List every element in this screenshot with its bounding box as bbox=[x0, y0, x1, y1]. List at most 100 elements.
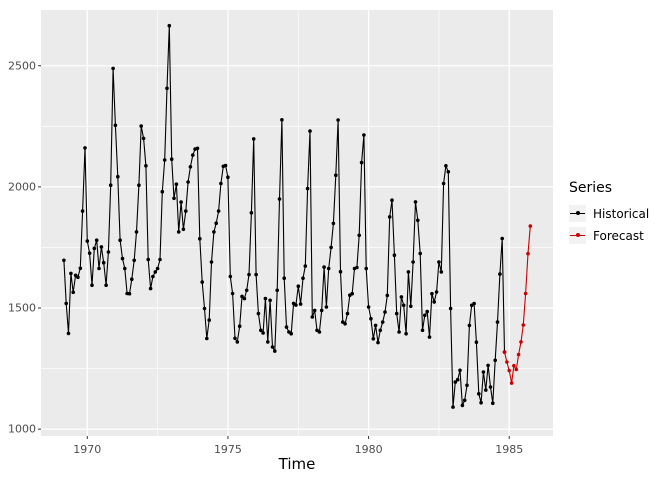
data-point-forecast bbox=[509, 381, 514, 385]
data-point-historical bbox=[392, 253, 397, 257]
data-point-historical bbox=[261, 331, 265, 335]
data-point-historical bbox=[432, 300, 437, 304]
data-point-historical bbox=[263, 296, 268, 301]
data-point-historical bbox=[411, 260, 415, 264]
data-point-historical bbox=[120, 256, 125, 261]
data-point-forecast bbox=[514, 367, 519, 372]
data-point-historical bbox=[427, 335, 432, 339]
data-point-historical bbox=[101, 260, 106, 265]
data-point-historical bbox=[289, 331, 294, 336]
data-point-forecast bbox=[505, 360, 509, 364]
data-point-historical bbox=[167, 23, 172, 28]
data-point-historical bbox=[303, 264, 308, 268]
data-point-historical bbox=[216, 209, 221, 213]
data-point-forecast bbox=[507, 368, 512, 373]
data-point-historical bbox=[141, 136, 146, 141]
data-point-historical bbox=[230, 291, 235, 296]
data-point-historical bbox=[486, 363, 490, 368]
legend-item-forecast: Forecast bbox=[569, 227, 669, 244]
data-point-historical bbox=[401, 303, 406, 308]
data-point-historical bbox=[430, 291, 434, 296]
data-point-historical bbox=[266, 340, 270, 344]
data-point-historical bbox=[362, 133, 366, 137]
data-point-historical bbox=[465, 383, 469, 388]
data-point-historical bbox=[69, 271, 73, 276]
data-point-historical bbox=[226, 175, 230, 179]
legend-item-historical: Historical bbox=[569, 205, 669, 222]
data-point-historical bbox=[488, 385, 493, 389]
data-point-historical bbox=[256, 311, 261, 316]
data-point-historical bbox=[85, 239, 90, 243]
data-point-historical bbox=[155, 266, 160, 271]
data-point-historical bbox=[336, 118, 340, 122]
data-point-historical bbox=[343, 322, 347, 326]
data-point-historical bbox=[235, 340, 240, 344]
data-point-historical bbox=[418, 251, 423, 256]
data-point-historical bbox=[223, 163, 228, 168]
data-point-historical bbox=[296, 284, 301, 289]
data-point-historical bbox=[169, 157, 174, 161]
data-point-historical bbox=[326, 266, 331, 271]
data-point-historical bbox=[493, 358, 498, 363]
y-tick-label: 1000 bbox=[8, 422, 36, 436]
data-point-historical bbox=[228, 274, 233, 279]
data-point-forecast bbox=[521, 323, 526, 327]
x-tick-label: 1985 bbox=[495, 443, 524, 456]
data-point-historical bbox=[214, 221, 218, 225]
data-point-historical bbox=[270, 345, 275, 349]
data-point-historical bbox=[455, 377, 460, 382]
data-point-historical bbox=[305, 186, 310, 191]
data-point-historical bbox=[284, 325, 289, 329]
data-point-historical bbox=[198, 236, 202, 241]
data-point-historical bbox=[378, 328, 383, 333]
data-point-historical bbox=[399, 295, 404, 299]
data-point-historical bbox=[66, 331, 71, 336]
data-point-historical bbox=[441, 181, 446, 186]
data-point-historical bbox=[99, 245, 104, 249]
data-point-historical bbox=[92, 246, 97, 251]
data-point-historical bbox=[364, 266, 369, 271]
data-point-historical bbox=[162, 158, 167, 162]
data-point-forecast bbox=[528, 224, 533, 228]
data-point-forecast bbox=[512, 363, 516, 368]
y-tick-label: 2000 bbox=[8, 180, 36, 194]
data-point-historical bbox=[87, 251, 92, 255]
data-point-historical bbox=[324, 305, 329, 309]
data-point-historical bbox=[212, 230, 216, 234]
data-point-historical bbox=[160, 189, 165, 194]
data-point-historical bbox=[132, 258, 136, 263]
data-point-historical bbox=[104, 283, 108, 288]
data-point-historical bbox=[334, 173, 338, 177]
data-point-historical bbox=[481, 370, 486, 374]
data-point-historical bbox=[184, 209, 188, 213]
x-tick-label: 1970 bbox=[73, 443, 102, 456]
data-point-historical bbox=[219, 181, 223, 186]
data-point-historical bbox=[357, 233, 362, 238]
y-tick-label: 1500 bbox=[8, 301, 36, 315]
data-point-historical bbox=[111, 66, 115, 71]
data-point-historical bbox=[237, 324, 242, 329]
data-point-historical bbox=[319, 308, 324, 313]
data-point-historical bbox=[83, 146, 87, 150]
data-point-historical bbox=[310, 315, 315, 319]
data-point-historical bbox=[207, 318, 211, 322]
data-point-historical bbox=[500, 236, 505, 241]
data-point-historical bbox=[280, 118, 284, 122]
data-point-historical bbox=[467, 323, 472, 328]
data-point-historical bbox=[338, 269, 343, 274]
data-point-historical bbox=[130, 277, 134, 282]
legend: Series Historical Forecast bbox=[569, 180, 669, 249]
x-axis-title: Time bbox=[278, 455, 316, 473]
data-point-historical bbox=[127, 291, 132, 296]
data-point-historical bbox=[108, 183, 113, 187]
data-point-historical bbox=[409, 304, 413, 309]
data-point-historical bbox=[242, 296, 247, 301]
data-point-historical bbox=[268, 298, 272, 303]
data-point-forecast bbox=[523, 291, 528, 296]
data-point-historical bbox=[80, 209, 85, 213]
legend-key-forecast-icon bbox=[569, 227, 586, 244]
data-point-historical bbox=[387, 215, 392, 219]
data-point-historical bbox=[186, 180, 190, 184]
data-point-historical bbox=[394, 311, 399, 316]
data-point-historical bbox=[179, 200, 183, 204]
